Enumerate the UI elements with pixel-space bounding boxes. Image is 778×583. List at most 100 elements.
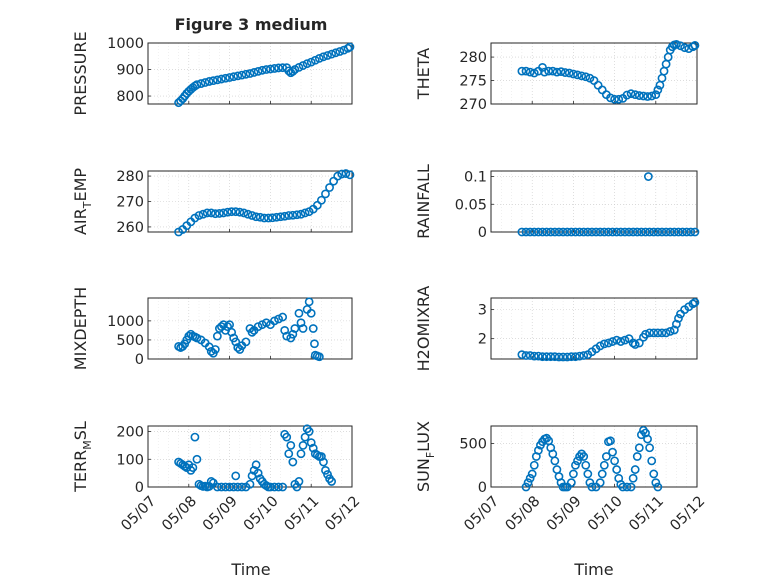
data-point (538, 227, 547, 237)
data-point (579, 351, 589, 360)
data-point (630, 465, 640, 474)
data-point (298, 324, 308, 333)
data-point (674, 227, 683, 237)
data-point (678, 227, 687, 237)
plot-border (490, 297, 698, 360)
data-point (606, 93, 615, 103)
data-point (546, 227, 556, 237)
data-point (306, 438, 316, 448)
data-point (651, 478, 661, 488)
data-point (639, 91, 648, 101)
data-point (554, 352, 564, 362)
data-point (337, 169, 347, 179)
data-point (569, 469, 578, 479)
data-point (665, 327, 675, 336)
data-point (620, 227, 630, 237)
data-point (270, 482, 279, 492)
data-point (284, 449, 294, 459)
x-axis-label-left: Time (230, 560, 270, 579)
data-point (225, 320, 234, 330)
data-point (212, 331, 222, 341)
data-point (257, 65, 267, 75)
data-point (310, 55, 320, 65)
data-point (288, 66, 298, 76)
data-point (575, 351, 584, 361)
data-point (208, 76, 218, 86)
data-point (282, 432, 292, 442)
data-point (188, 463, 198, 472)
subplot-sun_flux: 0 500 SUNFLUX 05/07 05/08 05/09 05/10 05/11 05/1… (414, 421, 708, 534)
data-point (538, 352, 547, 362)
data-point (229, 72, 239, 82)
data-point (308, 443, 318, 453)
data-point (231, 207, 241, 217)
data-point (278, 312, 288, 322)
data-point (214, 209, 224, 218)
data-point (314, 352, 324, 362)
y-axis-label: H2OMIXRA (414, 286, 433, 372)
data-point (192, 80, 202, 90)
data-point (241, 337, 251, 347)
plot-border (147, 42, 353, 105)
data-point (558, 352, 568, 362)
data-point (321, 465, 330, 475)
data-point (550, 227, 560, 237)
data-point (314, 53, 324, 63)
data-point (649, 469, 659, 479)
y-tick-label: 200 (116, 425, 144, 441)
data-point (206, 346, 216, 356)
data-point (290, 324, 300, 333)
data-point (527, 469, 537, 479)
data-point (630, 90, 640, 100)
data-point (276, 212, 285, 222)
data-point (690, 40, 700, 50)
data-point (595, 478, 605, 488)
data-point (552, 67, 562, 77)
data-point (235, 207, 245, 217)
data-point (251, 460, 261, 470)
data-point (245, 69, 255, 78)
data-point (227, 207, 237, 217)
y-tick-label: 500 (459, 436, 487, 452)
data-point (682, 227, 692, 237)
subplot-theta: 270 275 280 THETA (414, 40, 700, 113)
data-point (296, 209, 306, 219)
data-point (610, 94, 619, 104)
x-tick-label: 05/07 (118, 493, 159, 534)
x-tick-label: 05/07 (461, 493, 502, 534)
data-point (581, 460, 591, 470)
data-point (556, 67, 566, 77)
y-tick-label: 280 (116, 169, 144, 185)
data-point (308, 324, 318, 333)
data-point (194, 211, 204, 220)
y-tick-label: 2 (478, 332, 487, 348)
data-point (571, 460, 580, 470)
data-point (632, 227, 642, 237)
data-point (634, 338, 644, 348)
data-point (616, 337, 626, 346)
data-point (310, 339, 319, 349)
x-tick-label: 05/12 (322, 493, 363, 534)
data-point (653, 482, 663, 492)
data-point (190, 432, 200, 442)
data-point (221, 482, 230, 492)
data-point (651, 90, 661, 100)
subplot-mixdepth: 0 500 1000 MIXDEPTH (71, 287, 353, 370)
data-point (674, 313, 683, 323)
y-tick-label: 3 (478, 303, 487, 319)
data-point (306, 308, 316, 318)
data-point (575, 227, 584, 237)
data-point (529, 68, 539, 78)
data-point (525, 227, 535, 237)
y-tick-label: 0 (135, 480, 144, 496)
data-point (604, 338, 613, 348)
y-axis-label: MIXDEPTH (71, 287, 90, 370)
data-point (296, 318, 306, 328)
x-tick-label: 05/08 (159, 493, 200, 534)
data-point (196, 79, 206, 88)
data-point (571, 352, 580, 362)
subplot-terr_msl: 0 100 200 TERRMSL 05/07 05/08 05/09 05/10 05/11 0… (71, 421, 363, 534)
data-point (321, 189, 330, 199)
x-tick-label: 05/09 (200, 493, 241, 534)
data-point (223, 322, 232, 331)
